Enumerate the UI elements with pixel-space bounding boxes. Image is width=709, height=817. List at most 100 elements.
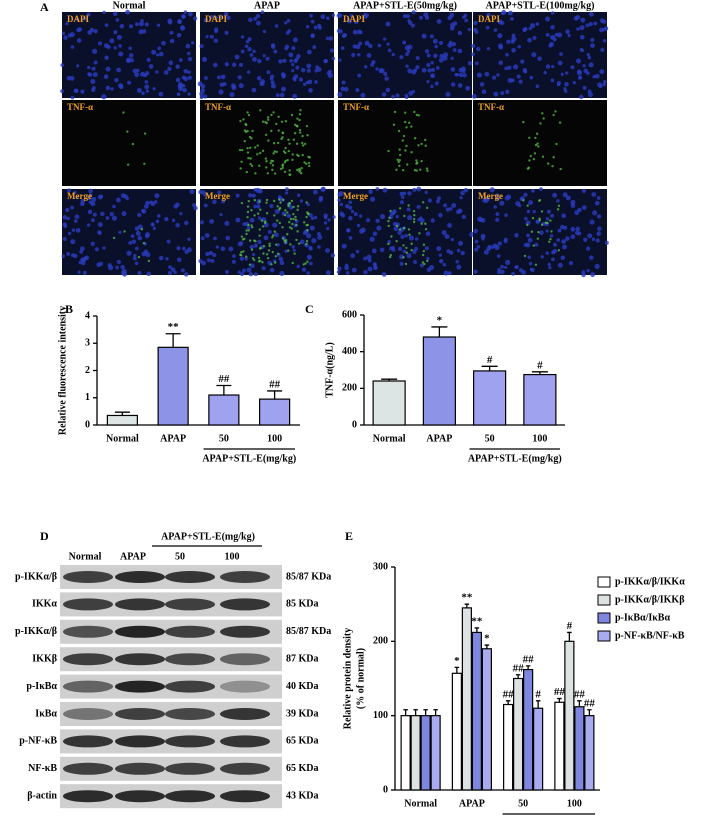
nucleus <box>311 238 317 244</box>
nucleus <box>504 265 508 269</box>
nucleus <box>116 67 122 73</box>
nucleus <box>532 35 537 41</box>
tnf-signal <box>412 220 416 224</box>
bar <box>410 715 421 791</box>
nucleus <box>213 38 219 43</box>
nucleus <box>310 33 315 38</box>
nucleus <box>456 248 461 253</box>
legend-swatch <box>597 594 611 606</box>
tnf-signal <box>131 142 135 146</box>
nucleus <box>271 44 276 49</box>
tnf-signal <box>412 217 416 221</box>
legend-label: p-IKKα/β/IKKα <box>615 576 685 587</box>
nucleus <box>86 12 91 17</box>
tnf-signal <box>298 112 302 116</box>
nucleus <box>592 74 596 79</box>
nucleus <box>116 34 122 40</box>
tnf-signal <box>264 133 268 137</box>
nucleus <box>296 193 301 197</box>
nucleus <box>169 38 175 44</box>
nucleus <box>570 234 576 239</box>
nucleus <box>399 261 404 266</box>
nucleus <box>193 205 198 211</box>
tnf-signal <box>291 158 294 162</box>
tnf-signal <box>541 112 544 115</box>
nucleus <box>434 81 439 86</box>
tnf-signal <box>266 116 270 119</box>
tnf-signal <box>296 205 300 208</box>
error-bar <box>531 371 548 375</box>
nucleus <box>73 190 77 195</box>
nucleus <box>547 262 551 267</box>
bar <box>584 715 595 791</box>
error-bar <box>481 365 498 371</box>
nucleus <box>135 230 141 236</box>
nucleus <box>450 82 456 87</box>
nucleus <box>76 27 81 33</box>
blot-band <box>165 598 215 611</box>
error-bar <box>216 384 232 396</box>
nucleus <box>200 236 205 241</box>
nucleus <box>451 42 456 47</box>
nucleus <box>184 249 189 254</box>
nucleus <box>543 70 547 75</box>
tnf-signal <box>305 215 308 219</box>
protein-label: IKKα <box>32 599 57 610</box>
nucleus <box>180 25 185 29</box>
nucleus <box>275 93 280 98</box>
nucleus <box>118 51 124 57</box>
x-tick-label: 100 <box>532 433 547 444</box>
nucleus <box>507 77 513 84</box>
nucleus <box>433 53 438 59</box>
nucleus <box>234 54 240 60</box>
tnf-signal <box>266 256 270 260</box>
error-bar <box>114 411 130 416</box>
legend-label: p-IκBα/IκBα <box>615 612 670 623</box>
nucleus <box>411 10 416 15</box>
blot-band <box>115 625 165 638</box>
nucleus <box>273 49 278 54</box>
nucleus <box>363 65 368 69</box>
nucleus <box>589 255 594 260</box>
tnf-signal <box>392 123 396 126</box>
channel-label: TNF-α <box>478 102 504 112</box>
nucleus <box>424 49 430 54</box>
nucleus <box>597 82 603 88</box>
nucleus <box>99 194 104 199</box>
tnf-signal <box>253 146 257 149</box>
nucleus <box>176 257 182 263</box>
nucleus <box>495 217 500 222</box>
tnf-signal <box>393 110 397 114</box>
nucleus <box>583 68 588 74</box>
nucleus <box>554 32 559 37</box>
nucleus <box>383 37 387 41</box>
nucleus <box>402 40 407 45</box>
tnf-signal <box>534 136 537 140</box>
tnf-signal <box>412 209 416 213</box>
bar <box>420 715 431 791</box>
nucleus <box>148 64 154 69</box>
tnf-signal <box>256 144 259 147</box>
nucleus <box>511 36 517 42</box>
nucleus <box>323 221 328 225</box>
tnf-signal <box>289 243 292 246</box>
tnf-signal <box>420 142 423 146</box>
tnf-signal <box>300 166 303 170</box>
nucleus <box>314 80 318 84</box>
tnf-signal <box>272 111 275 114</box>
tnf-signal <box>390 235 393 238</box>
channel-label: Merge <box>67 191 92 201</box>
nucleus <box>482 198 487 203</box>
nucleus <box>372 262 377 267</box>
nucleus <box>355 249 360 254</box>
tnf-signal <box>407 228 411 231</box>
blot-band <box>63 708 113 720</box>
nucleus <box>231 259 236 264</box>
nucleus <box>562 192 568 198</box>
tnf-signal <box>526 223 529 227</box>
nucleus <box>341 80 346 85</box>
nucleus <box>141 91 145 96</box>
nucleus <box>524 216 528 221</box>
nucleus <box>435 199 441 204</box>
nucleus <box>131 239 137 244</box>
